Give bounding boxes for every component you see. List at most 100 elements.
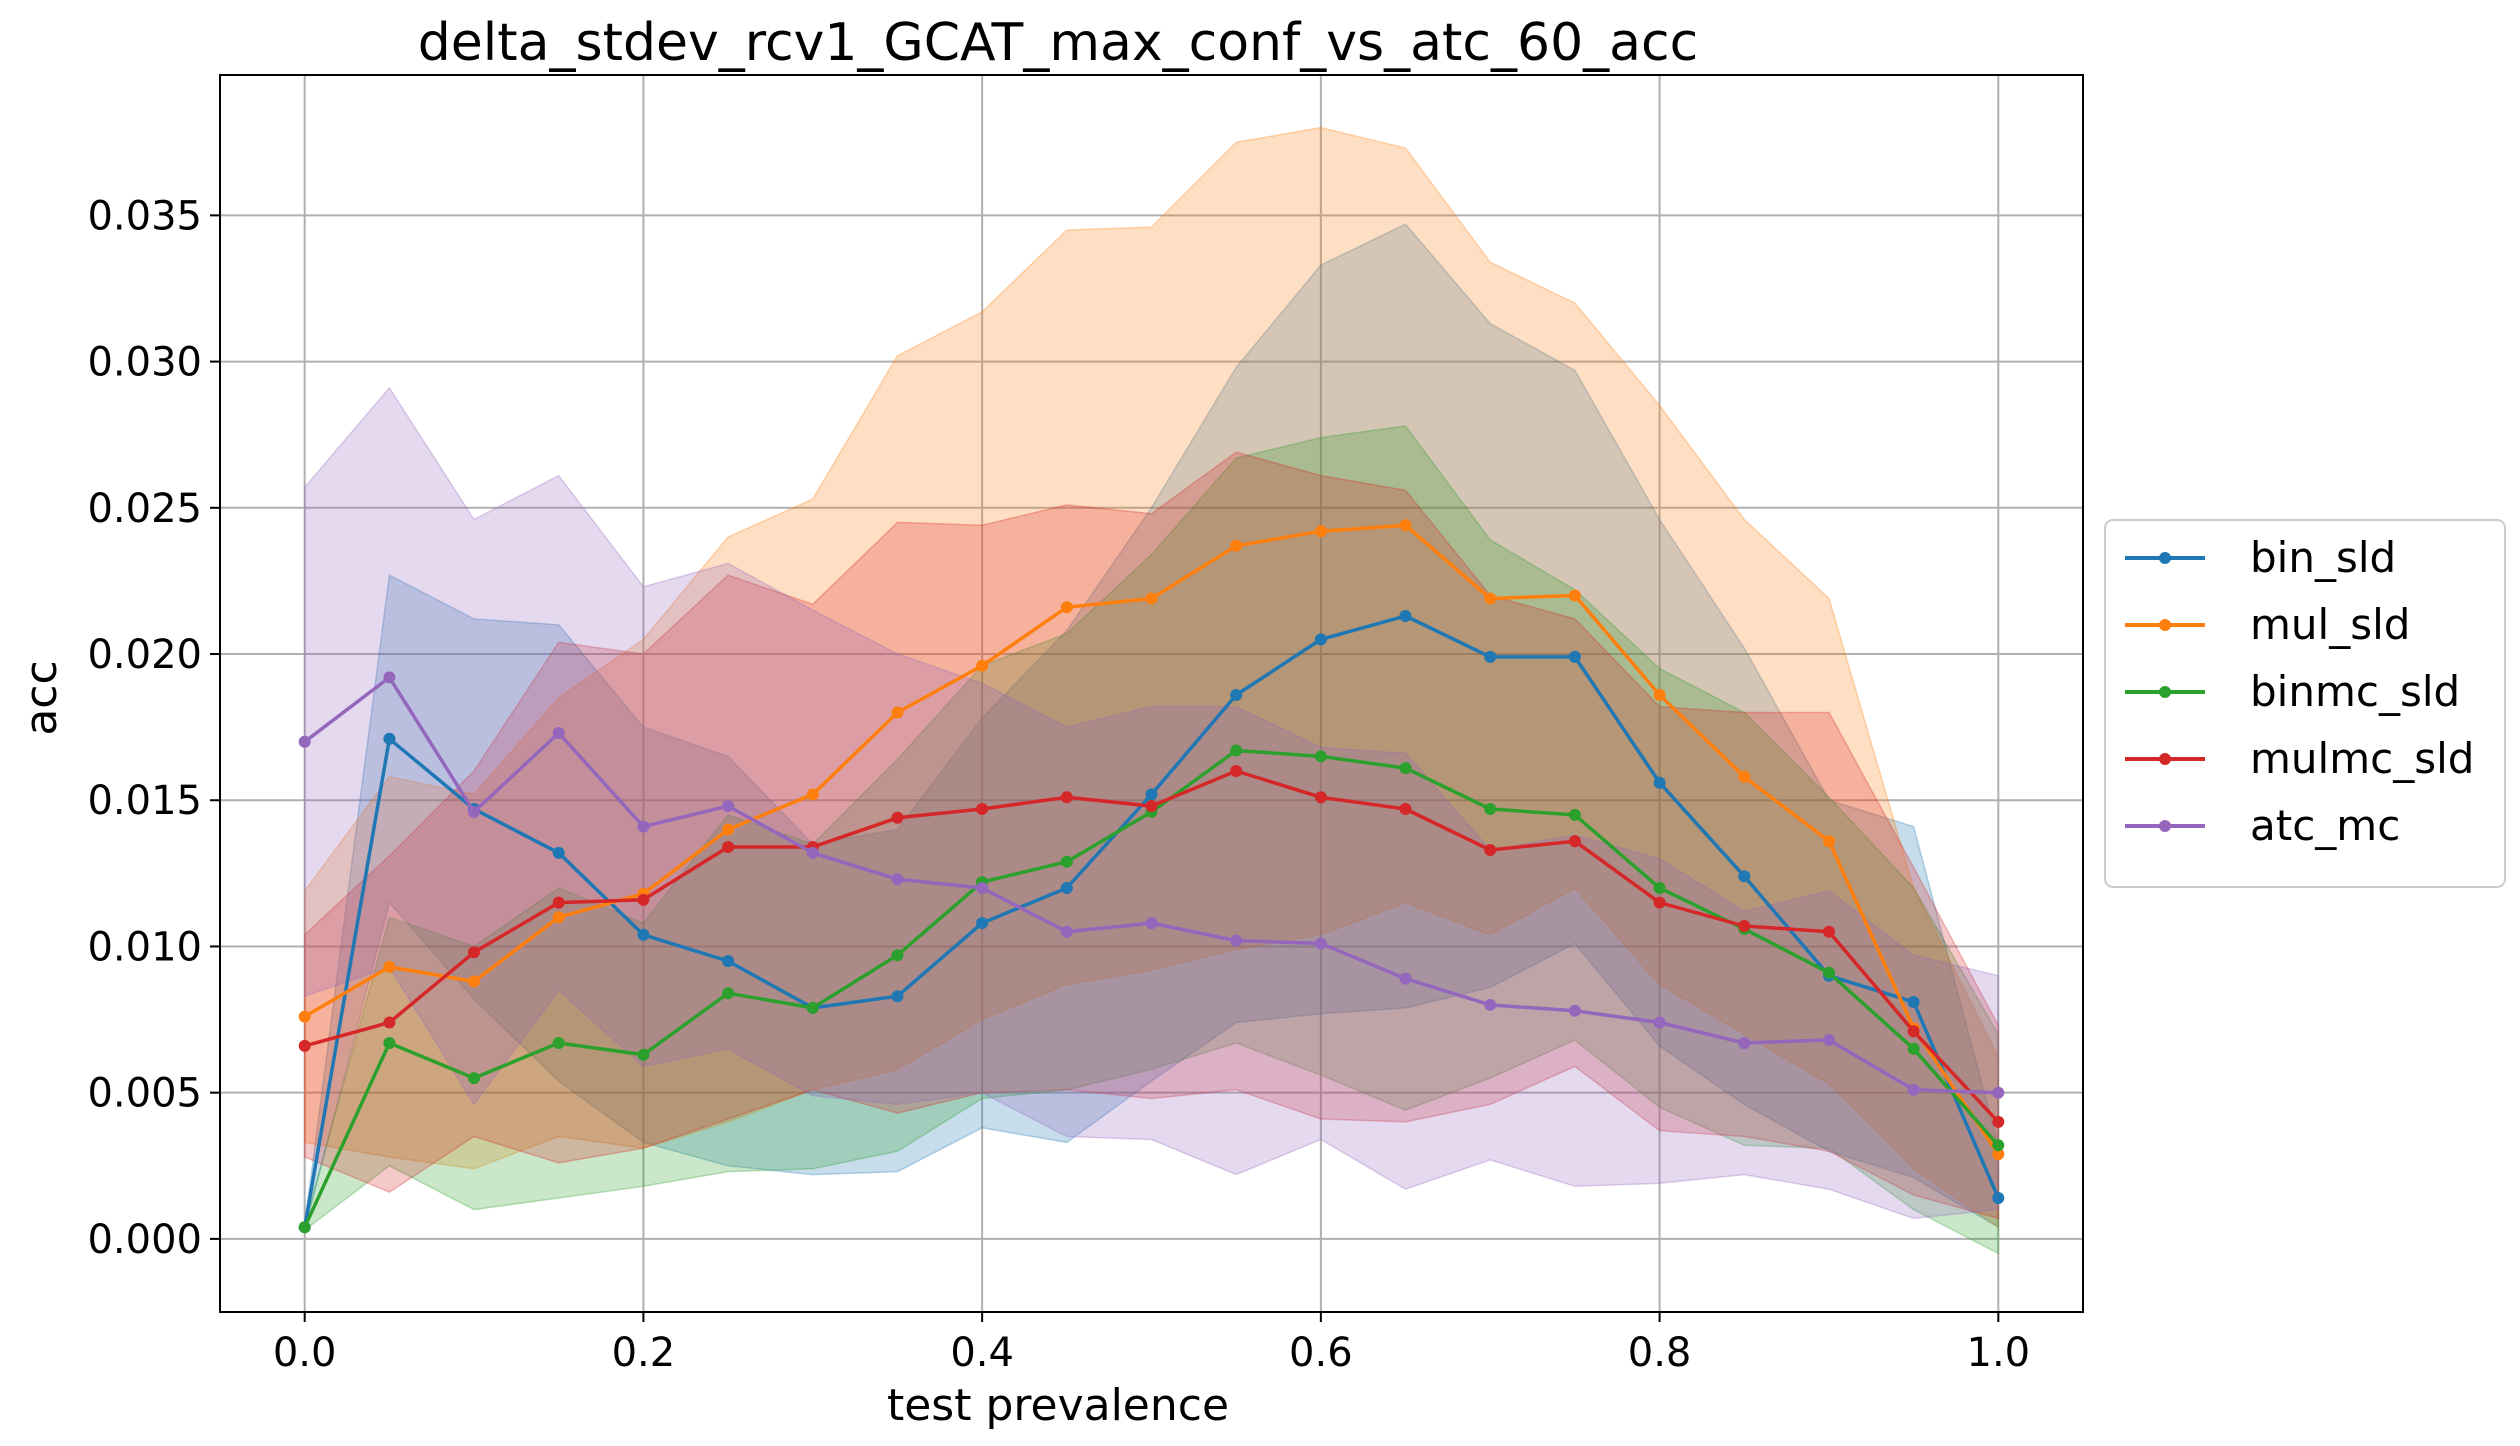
legend-marker-atc_mc (2159, 820, 2171, 832)
point-mulmc_sld (552, 896, 565, 909)
legend-box (2104, 519, 2506, 888)
point-bin_sld (637, 928, 650, 941)
point-atc_mc (1992, 1086, 2005, 1099)
point-bin_sld (1314, 633, 1327, 646)
y-tick-label: 0.025 (87, 486, 202, 532)
x-tick-label: 0.6 (1289, 1330, 1353, 1376)
point-atc_mc (1653, 1016, 1666, 1029)
point-bin_sld (1738, 870, 1751, 883)
point-mulmc_sld (1060, 791, 1073, 804)
point-atc_mc (1568, 1004, 1581, 1017)
band-bin_sld (303, 223, 2000, 1231)
y-tick-label: 0.035 (87, 193, 202, 239)
band-binmc_sld (303, 425, 2000, 1255)
point-bin_sld (1399, 610, 1412, 622)
point-binmc_sld (468, 1072, 480, 1085)
y-tick-label: 0.030 (87, 340, 202, 386)
point-binmc_sld (1568, 808, 1581, 821)
point-mul_sld (891, 706, 904, 719)
point-atc_mc (1399, 972, 1412, 985)
point-mul_sld (722, 823, 735, 836)
point-mulmc_sld (1484, 844, 1497, 856)
point-mulmc_sld (468, 946, 480, 959)
series-lines (298, 519, 2005, 1234)
point-atc_mc (1738, 1037, 1751, 1049)
legend-label-mulmc_sld: mulmc_sld (2250, 734, 2474, 783)
point-bin_sld (383, 732, 396, 745)
point-atc_mc (552, 727, 565, 739)
point-atc_mc (806, 846, 819, 859)
point-atc_mc (298, 735, 311, 748)
point-mulmc_sld (1568, 835, 1581, 848)
y-axis-label: acc (16, 660, 67, 735)
point-mulmc_sld (722, 841, 735, 853)
point-mul_sld (552, 911, 565, 924)
point-mulmc_sld (298, 1039, 311, 1052)
point-atc_mc (976, 882, 989, 894)
point-bin_sld (976, 917, 989, 930)
point-mul_sld (1823, 835, 1835, 848)
point-binmc_sld (1907, 1042, 1920, 1055)
point-mulmc_sld (1823, 925, 1835, 938)
chart-title: delta_stdev_rcv1_GCAT_max_conf_vs_atc_60… (418, 13, 1698, 73)
point-bin_sld (891, 990, 904, 1003)
point-atc_mc (722, 800, 735, 813)
point-binmc_sld (298, 1221, 311, 1234)
axis-ticks: 0.0 0.2 0.4 0.6 0.8 1.0 0.000 0.005 0.010 0.015 0.… (87, 193, 2030, 1376)
x-tick-label: 0.0 (273, 1330, 337, 1376)
legend-marker-binmc_sld (2159, 686, 2171, 698)
point-atc_mc (1060, 925, 1073, 938)
point-atc_mc (1907, 1083, 1920, 1096)
point-mulmc_sld (1230, 765, 1243, 777)
x-tick-label: 0.4 (950, 1330, 1014, 1376)
point-mul_sld (1484, 592, 1497, 605)
point-mul_sld (976, 659, 989, 672)
point-mul_sld (1653, 689, 1666, 701)
legend-label-atc_mc: atc_mc (2250, 801, 2400, 850)
point-mulmc_sld (383, 1016, 396, 1029)
point-mul_sld (1738, 770, 1751, 783)
legend-label-binmc_sld: binmc_sld (2250, 667, 2460, 716)
point-mulmc_sld (637, 893, 650, 906)
point-mulmc_sld (1314, 791, 1327, 804)
point-binmc_sld (1230, 744, 1243, 757)
point-binmc_sld (1484, 803, 1497, 815)
band-mul_sld (303, 126, 2000, 1229)
legend-marker-mul_sld (2159, 619, 2171, 631)
point-mulmc_sld (1992, 1115, 2005, 1128)
point-atc_mc (891, 873, 904, 886)
point-mul_sld (1568, 589, 1581, 602)
legend-label-mul_sld: mul_sld (2250, 600, 2410, 649)
y-tick-label: 0.010 (87, 924, 202, 970)
point-bin_sld (1484, 650, 1497, 663)
point-bin_sld (1907, 996, 1920, 1008)
point-mul_sld (298, 1010, 311, 1023)
point-bin_sld (1653, 776, 1666, 789)
point-bin_sld (722, 955, 735, 968)
point-atc_mc (468, 805, 480, 818)
legend-marker-mulmc_sld (2159, 753, 2171, 765)
point-binmc_sld (1653, 882, 1666, 894)
point-mul_sld (1145, 592, 1158, 605)
point-binmc_sld (1399, 762, 1412, 775)
point-mul_sld (1230, 539, 1243, 552)
point-bin_sld (1145, 788, 1158, 801)
y-tick-label: 0.000 (87, 1217, 202, 1263)
point-bin_sld (1060, 882, 1073, 894)
point-mul_sld (1992, 1148, 2005, 1161)
y-tick-label: 0.005 (87, 1071, 202, 1117)
point-atc_mc (1145, 917, 1158, 930)
point-binmc_sld (552, 1037, 565, 1049)
point-mulmc_sld (1145, 800, 1158, 813)
point-mulmc_sld (976, 803, 989, 815)
point-bin_sld (552, 846, 565, 859)
point-mulmc_sld (1653, 896, 1666, 909)
point-binmc_sld (1314, 750, 1327, 763)
point-binmc_sld (806, 1001, 819, 1014)
y-tick-label: 0.015 (87, 778, 202, 824)
y-tick-label: 0.020 (87, 632, 202, 678)
point-atc_mc (1314, 937, 1327, 950)
point-mul_sld (468, 975, 480, 988)
point-binmc_sld (1823, 966, 1835, 979)
